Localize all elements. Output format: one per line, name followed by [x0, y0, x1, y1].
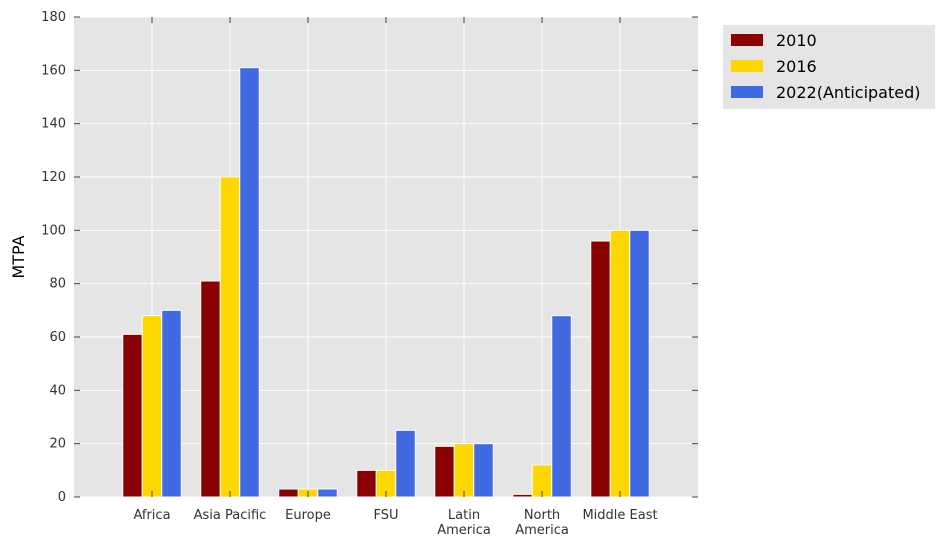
x-tick-label: America: [437, 523, 491, 538]
bar: [512, 493, 533, 498]
x-tick-label: Europe: [285, 508, 331, 523]
y-tick-label: 100: [41, 223, 66, 238]
bar: [278, 488, 299, 498]
y-tick-label: 180: [41, 10, 66, 25]
bar: [317, 488, 338, 498]
bar: [453, 443, 475, 498]
legend-label: 2016: [776, 57, 817, 76]
y-tick-label: 20: [49, 437, 66, 452]
y-tick-label: 60: [49, 330, 66, 345]
y-tick-label: 80: [49, 277, 66, 292]
bar: [141, 315, 163, 498]
x-tick-label: America: [515, 523, 569, 538]
legend: 2010 2016 2022(Anticipated): [723, 25, 935, 109]
x-tick-label: North: [524, 508, 560, 523]
bar: [239, 67, 260, 498]
bar: [122, 333, 143, 498]
x-tick-labels: Africa Asia Pacific Europe FSU LatinAmericaN…: [133, 508, 657, 538]
bar: [356, 469, 377, 498]
bar: [395, 429, 416, 498]
bar: [473, 443, 494, 498]
bar: [161, 309, 182, 498]
y-tick-label: 140: [41, 117, 66, 132]
bar: [200, 280, 221, 498]
x-tick-label: Africa: [133, 508, 170, 523]
bar: [590, 240, 611, 498]
y-axis-title: MTPA: [9, 235, 28, 278]
y-tick-label: 40: [49, 383, 66, 398]
bar: [551, 315, 572, 498]
x-tick-label: Latin: [448, 508, 480, 523]
y-tick-label: 160: [41, 63, 66, 78]
bar: [629, 229, 650, 498]
legend-label: 2010: [776, 31, 817, 50]
y-tick-labels: 0 20 40 60 80 100 120 140 160 180: [41, 10, 66, 505]
tick-marks: [74, 16, 698, 498]
legend-swatch: [731, 34, 763, 46]
y-tick-label: 0: [58, 490, 66, 505]
x-tick-label: Asia Pacific: [194, 508, 267, 523]
legend-swatch: [731, 60, 763, 72]
x-tick-label: FSU: [373, 508, 398, 523]
bar: [219, 176, 241, 498]
bar: [609, 229, 631, 498]
legend-label: 2022(Anticipated): [776, 83, 920, 102]
bar: [434, 445, 455, 498]
legend-swatch: [731, 86, 763, 98]
x-tick-label: Middle East: [582, 508, 657, 523]
y-tick-label: 120: [41, 170, 66, 185]
